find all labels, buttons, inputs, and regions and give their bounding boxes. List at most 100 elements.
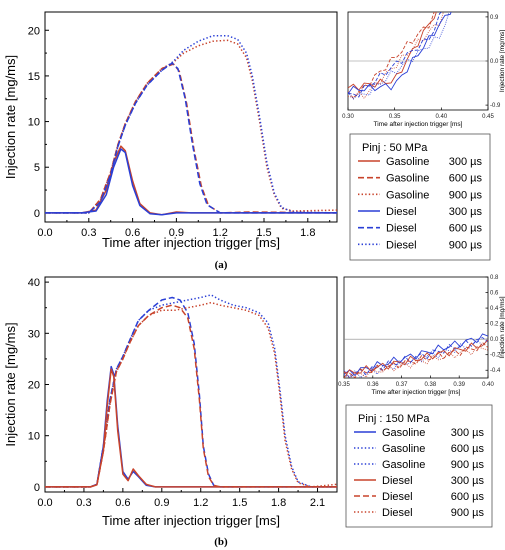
legend: Pinj : 150 MPa Gasoline 300 µs Gasoline 600 … [345,404,493,528]
inset-y-tick-label: -0.9 [490,103,501,109]
inset-series-line [344,341,488,378]
inset-x-tick-label: 0.39 [453,382,465,388]
legend-duration: 900 µs [449,239,483,251]
inset-y-tick-label: 0.2 [490,322,499,328]
x-tick-label: 1.2 [213,227,228,239]
legend-fuel: Gasoline [382,443,425,455]
inset-series-group [348,12,452,100]
legend-duration: 900 µs [451,459,485,471]
legend-duration: 300 µs [449,156,483,168]
legend-fuel: Diesel [382,507,413,519]
y-tick-label: 10 [28,117,40,129]
x-tick-label: 1.2 [193,497,208,509]
inset-series-line [344,337,488,378]
inset-x-axis-label: Time after injection trigger [ms] [372,389,461,396]
inset-y-tick-label: 0.0 [490,337,499,343]
legend-duration: 900 µs [449,189,483,201]
legend-fuel: Diesel [382,475,413,487]
x-tick-label: 0.0 [37,497,52,509]
series-group [45,34,337,216]
y-tick-label: 15 [28,71,40,83]
inset-x-tick-label: 0.37 [396,382,408,388]
legend-duration: 600 µs [451,443,485,455]
legend-fuel: Diesel [386,206,417,218]
series-line-diesel-900 [45,301,337,488]
x-tick-label: 0.0 [37,227,52,239]
legend-duration: 600 µs [449,173,483,185]
series-line-gasoline-900 [45,39,337,214]
inset-x-tick-label: 0.40 [435,114,447,120]
series-line-diesel-600 [45,304,337,488]
x-tick-label: 0.3 [81,227,96,239]
inset-x-tick-label: 0.40 [482,382,494,388]
y-tick-label: 5 [34,162,40,174]
inset-x-tick-label: 0.35 [338,382,350,388]
inset-x-axis-label: Time after injection trigger [ms] [374,121,463,128]
x-tick-label: 0.9 [169,227,184,239]
x-tick-label: 0.6 [115,497,130,509]
legend-fuel: Diesel [382,491,413,503]
inset-chart: 0.35 0.36 0.37 0.38 0.39 0.40 -0.4 -0.2 0.0 0.2 0.… [338,275,505,396]
inset-y-tick-label: -0.2 [490,353,501,359]
inset-series-line [348,12,443,98]
series-line-gasoline-300 [45,145,337,216]
inset-y-tick-label: 0.4 [490,306,499,312]
inset-y-tick-label: 0.0 [490,59,499,65]
legend-title: Pinj : 50 MPa [362,142,428,154]
x-tick-label: 0.3 [76,497,91,509]
inset-y-tick-label: -0.4 [490,368,501,374]
x-tick-label: 0.9 [154,497,169,509]
inset-frame [343,276,489,379]
legend-fuel: Gasoline [382,427,425,439]
x-tick-label: 0.6 [125,227,140,239]
inset-series-line [348,12,435,99]
x-tick-label: 1.5 [256,227,271,239]
legend-duration: 600 µs [451,491,485,503]
series-line-gasoline-600 [45,296,337,488]
legend-fuel: Gasoline [382,459,425,471]
series-line-gasoline-900 [45,294,337,488]
inset-chart: 0.30 0.35 0.40 0.45 -0.9 0.0 0.9 Time after inj… [342,11,505,128]
legend-fuel: Diesel [386,223,417,235]
y-tick-label: 0 [34,208,40,220]
legend-fuel: Gasoline [386,156,429,168]
series-line-diesel-300 [45,148,337,216]
inset-x-tick-label: 0.35 [389,114,401,120]
inset-series-line [348,12,437,91]
chart-panel-2: 0.0 0.3 0.6 0.9 1.2 1.5 1.8 2.1 0 10 20 30 40 Time af… [3,275,505,548]
legend-duration: 600 µs [449,223,483,235]
inset-x-tick-label: 0.45 [482,114,494,120]
legend-fuel: Gasoline [386,189,429,201]
y-tick-label: 10 [28,431,40,443]
y-tick-label: 40 [28,277,40,289]
x-axis-label: Time after injection trigger [ms] [102,235,280,250]
plot-frame [44,276,338,493]
legend-duration: 300 µs [451,427,485,439]
inset-series-line [344,338,488,378]
plot-frame [44,11,338,223]
legend-fuel: Diesel [386,239,417,251]
inset-y-tick-label: 0.8 [490,275,499,281]
x-tick-label: 1.8 [271,497,286,509]
y-tick-label: 0 [34,482,40,494]
inset-y-axis-label: Injection rate [mg/ms] [499,30,505,92]
inset-series-group [344,333,488,378]
y-tick-label: 20 [28,380,40,392]
inset-y-axis-label: Injection rate [mg/ms] [499,296,505,358]
chart-panel-1: 0.0 0.3 0.6 0.9 1.2 1.5 1.8 0 5 10 15 20 Time after … [3,11,505,271]
legend-fuel: Gasoline [386,173,429,185]
inset-x-tick-label: 0.36 [367,382,379,388]
panel-label: (b) [214,536,228,548]
legend-duration: 900 µs [451,507,485,519]
x-tick-label: 1.8 [300,227,315,239]
legend-duration: 300 µs [449,206,483,218]
inset-series-line [348,12,444,100]
inset-x-tick-label: 0.38 [425,382,437,388]
series-group [45,294,337,488]
y-tick-label: 30 [28,328,40,340]
x-axis-label: Time after injection trigger [ms] [102,513,280,528]
inset-y-tick-label: 0.9 [490,15,499,21]
y-tick-label: 20 [28,25,40,37]
